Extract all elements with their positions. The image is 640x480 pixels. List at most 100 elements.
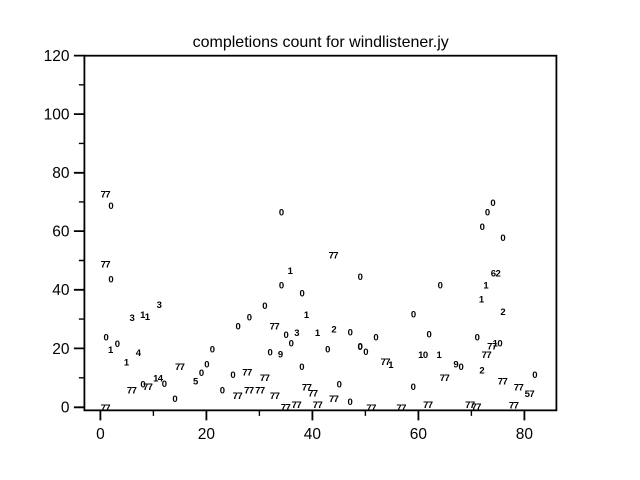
svg-text:3: 3 [294,328,299,339]
svg-text:77: 77 [255,385,265,396]
svg-text:0: 0 [230,370,235,381]
svg-text:0: 0 [61,400,70,417]
svg-text:completions count for windlist: completions count for windlistener.jy [193,34,449,51]
svg-text:77: 77 [440,373,450,384]
svg-text:0: 0 [348,397,353,408]
svg-text:1: 1 [140,310,146,321]
svg-text:40: 40 [52,282,70,299]
svg-text:0: 0 [220,385,225,396]
svg-text:0: 0 [411,309,416,320]
svg-text:0: 0 [262,301,267,312]
svg-text:0: 0 [162,379,167,390]
svg-text:77: 77 [498,377,508,388]
svg-text:20: 20 [198,426,216,443]
svg-text:57: 57 [525,389,535,400]
svg-text:1: 1 [124,357,130,368]
svg-text:3: 3 [157,300,162,311]
svg-text:20: 20 [52,341,70,358]
svg-text:0: 0 [358,342,363,353]
svg-text:77: 77 [143,382,153,393]
svg-text:100: 100 [44,107,70,124]
svg-text:77: 77 [423,400,433,411]
svg-text:0: 0 [172,394,177,405]
svg-text:77: 77 [313,400,323,411]
svg-text:77: 77 [101,189,111,200]
svg-text:77: 77 [482,350,492,361]
svg-text:5: 5 [193,377,199,388]
svg-text:1: 1 [108,345,114,356]
svg-text:0: 0 [279,207,284,218]
svg-text:77: 77 [260,373,270,384]
svg-text:1: 1 [145,312,151,323]
svg-text:0: 0 [279,281,284,292]
svg-text:62: 62 [491,268,501,279]
svg-text:0: 0 [485,208,490,219]
svg-text:0: 0 [300,289,305,300]
svg-text:2: 2 [500,307,505,318]
svg-text:77: 77 [270,322,280,333]
svg-text:77: 77 [233,391,243,402]
svg-text:0: 0 [115,339,120,350]
svg-text:0: 0 [140,380,145,391]
svg-text:0: 0 [337,380,342,391]
svg-text:9: 9 [278,350,283,361]
svg-text:2: 2 [479,366,484,377]
svg-text:0: 0 [210,345,215,356]
svg-text:1: 1 [304,310,310,321]
svg-text:80: 80 [516,426,534,443]
svg-text:77: 77 [127,385,137,396]
svg-text:0: 0 [299,362,304,373]
svg-text:0: 0 [284,330,289,341]
svg-text:0: 0 [459,362,464,373]
svg-text:0: 0 [373,333,378,344]
svg-text:0: 0 [289,338,294,349]
svg-text:10: 10 [418,350,428,361]
svg-text:77: 77 [509,400,519,411]
svg-text:14: 14 [153,374,164,385]
svg-text:120: 120 [44,48,70,65]
svg-text:0: 0 [363,347,368,358]
svg-text:77: 77 [270,391,280,402]
svg-text:77: 77 [302,382,312,393]
svg-text:77: 77 [175,362,185,373]
svg-text:77: 77 [329,251,339,262]
svg-text:77: 77 [465,400,475,411]
svg-text:60: 60 [52,224,70,241]
svg-text:77: 77 [396,403,406,414]
svg-text:77: 77 [101,259,111,270]
svg-text:60: 60 [410,426,428,443]
svg-text:1: 1 [288,266,294,277]
svg-text:77: 77 [329,394,339,405]
svg-text:0: 0 [108,274,113,285]
svg-text:0: 0 [236,321,241,332]
svg-text:0: 0 [480,222,485,233]
svg-text:0: 0 [204,360,209,371]
svg-text:0: 0 [438,281,443,292]
svg-text:77: 77 [292,400,302,411]
svg-text:0: 0 [96,426,105,443]
svg-text:0: 0 [490,198,495,209]
svg-text:1: 1 [479,295,485,306]
svg-text:1: 1 [315,328,321,339]
svg-text:77: 77 [514,382,524,393]
svg-text:0: 0 [348,328,353,339]
svg-text:0: 0 [411,382,416,393]
svg-text:0: 0 [500,233,505,244]
svg-text:10: 10 [493,339,503,350]
svg-text:77: 77 [487,341,497,352]
svg-text:0: 0 [358,342,363,353]
svg-text:0: 0 [532,370,537,381]
svg-text:0: 0 [104,333,109,344]
svg-text:80: 80 [52,165,70,182]
svg-text:77: 77 [242,368,252,379]
svg-text:77: 77 [101,403,111,414]
svg-text:77: 77 [366,403,376,414]
svg-text:0: 0 [325,344,330,355]
svg-text:1: 1 [388,360,394,371]
svg-text:9: 9 [453,359,458,370]
svg-text:77: 77 [471,402,481,413]
svg-text:0: 0 [199,368,204,379]
svg-text:0: 0 [108,201,113,212]
svg-text:77: 77 [308,388,318,399]
svg-text:4: 4 [136,348,142,359]
